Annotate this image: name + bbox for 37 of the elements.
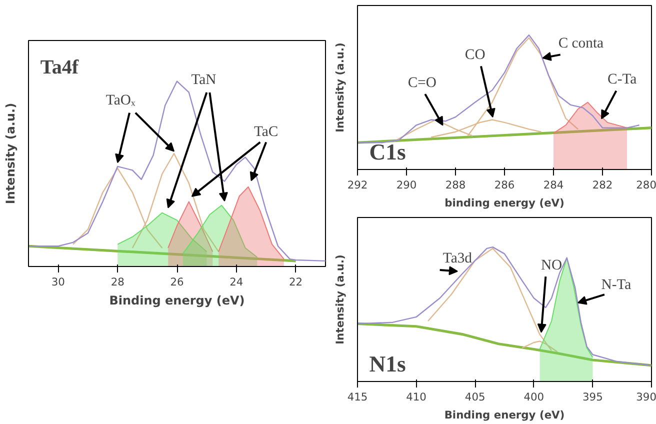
chart-title: Ta4f xyxy=(40,56,79,79)
x-tick-label: 284 xyxy=(543,178,564,192)
annotation: NO xyxy=(540,257,562,274)
x-tick-label: 290 xyxy=(396,178,417,192)
y-axis-title: Intensity (a.u.) xyxy=(4,102,18,204)
annotation: CO xyxy=(464,46,486,63)
annotation: C conta xyxy=(558,35,604,52)
x-tick-label: 286 xyxy=(494,178,515,192)
x-tick-label: 395 xyxy=(582,390,603,404)
annotation: C-Ta xyxy=(608,72,638,88)
x-tick-label: 22 xyxy=(289,276,303,288)
x-tick-label: 410 xyxy=(406,390,427,404)
text: C1s xyxy=(369,140,406,165)
annotation: TaOₓ xyxy=(106,92,136,108)
x-tick-label: 415 xyxy=(347,390,368,404)
x-axis-title: Binding energy (eV) xyxy=(444,408,565,422)
x-tick-label: 400 xyxy=(524,390,544,404)
x-tick-label: 390 xyxy=(636,390,656,404)
y-axis-title: Intensity (a.u.) xyxy=(334,42,346,132)
x-tick-label: 280 xyxy=(636,178,656,192)
annotation: Ta3d xyxy=(442,250,473,267)
x-axis-title: binding energy (eV) xyxy=(444,196,564,210)
x-tick-label: 288 xyxy=(445,178,466,192)
x-tick-label: 28 xyxy=(110,276,125,288)
x-tick-label: 405 xyxy=(464,390,486,404)
x-tick-label: 282 xyxy=(592,178,613,192)
x-tick-label: 30 xyxy=(51,276,66,288)
y-axis-title: Intensity (a.u.) xyxy=(334,254,346,344)
x-tick-label: 26 xyxy=(170,276,184,288)
annotation: N-Ta xyxy=(601,276,632,293)
annotation: TaN xyxy=(191,72,217,88)
x-axis-title: Binding energy (eV) xyxy=(109,294,245,308)
annotation: C=O xyxy=(408,74,437,91)
annotation: TaC xyxy=(254,124,278,140)
text: N1s xyxy=(369,352,406,377)
x-tick-label: 24 xyxy=(230,276,244,288)
x-tick-label: 292 xyxy=(347,178,368,192)
